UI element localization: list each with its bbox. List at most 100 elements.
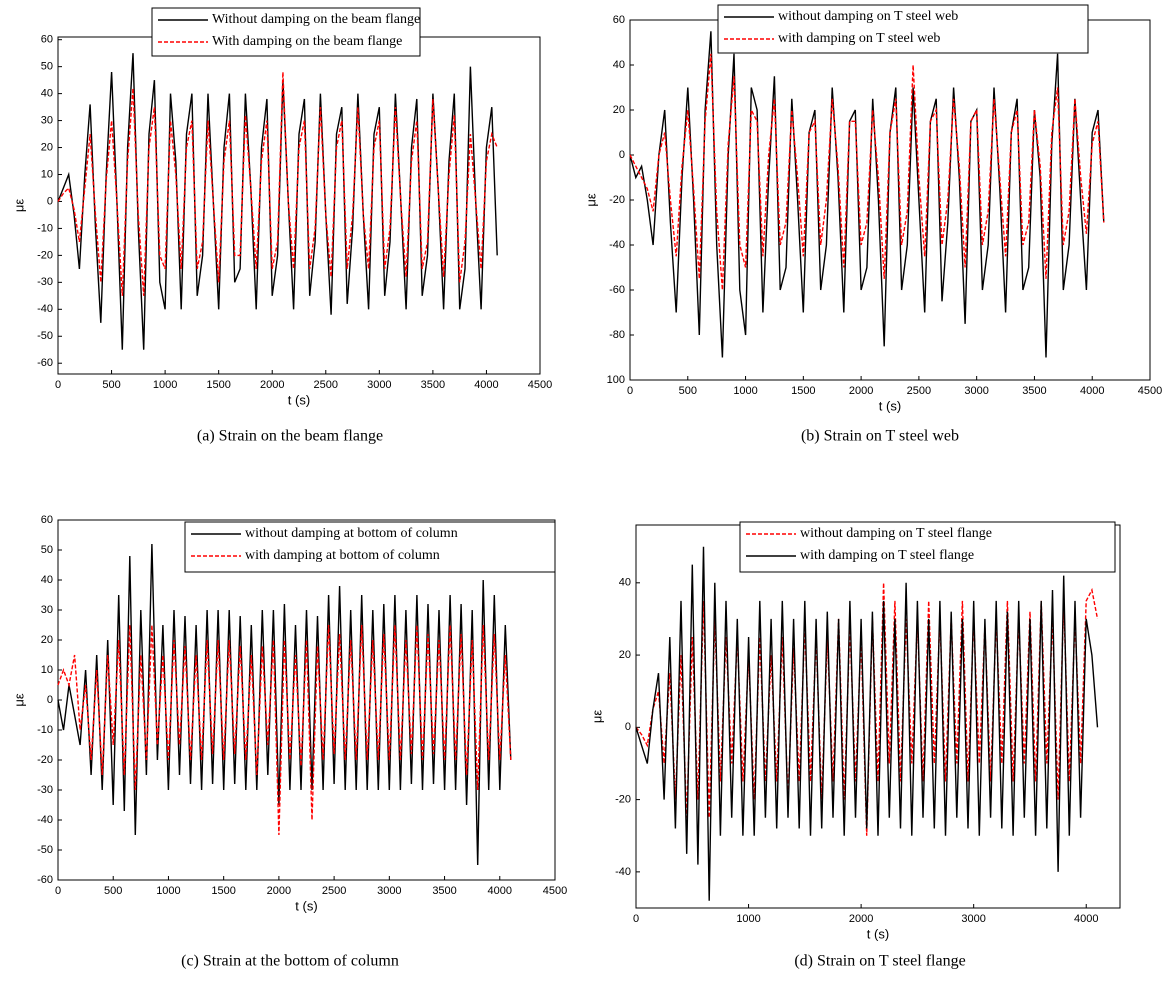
y-tick-label: 50 <box>41 544 53 556</box>
series-line <box>629 31 1105 358</box>
series-line <box>57 543 512 866</box>
legend-label: without damping on T steel web <box>778 9 958 24</box>
y-tick-label: -10 <box>37 222 53 234</box>
y-tick-label: -20 <box>37 249 53 261</box>
x-tick-label: 4500 <box>528 379 552 391</box>
y-axis-label: με <box>11 199 26 212</box>
series-line <box>635 546 1099 901</box>
x-axis-label: t (s) <box>879 398 901 413</box>
x-tick-label: 500 <box>102 379 120 391</box>
x-tick-label: 2500 <box>907 385 931 397</box>
x-tick-label: 4500 <box>1138 385 1162 397</box>
legend-box <box>717 4 1089 54</box>
y-tick-label: -40 <box>37 303 53 315</box>
y-axis-label: με <box>583 193 598 206</box>
y-tick-label: 20 <box>619 649 631 661</box>
x-tick-label: 2500 <box>314 379 338 391</box>
x-tick-label: 2000 <box>849 913 873 925</box>
y-tick-label: -60 <box>37 874 53 886</box>
legend-label: With damping on the beam flange <box>212 34 402 49</box>
legend-label: without damping at bottom of column <box>245 526 458 541</box>
y-axis-label: με <box>589 710 604 723</box>
legend-label: with damping on T steel web <box>778 31 940 46</box>
x-tick-label: 3000 <box>377 885 401 897</box>
y-tick-label: 30 <box>41 604 53 616</box>
x-tick-label: 0 <box>633 913 639 925</box>
y-tick-label: 60 <box>613 14 625 26</box>
x-tick-label: 1500 <box>206 379 230 391</box>
y-tick-label: -40 <box>37 814 53 826</box>
y-tick-label: -60 <box>37 357 53 369</box>
series-line <box>57 624 512 836</box>
series-line <box>57 53 498 350</box>
x-tick-label: 2000 <box>849 385 873 397</box>
x-tick-label: 3000 <box>964 385 988 397</box>
y-tick-label: -30 <box>37 276 53 288</box>
x-tick-label: 1500 <box>791 385 815 397</box>
series-line <box>629 53 1105 291</box>
y-tick-label: 10 <box>41 664 53 676</box>
legend-box <box>739 521 1116 573</box>
y-tick-label: 0 <box>47 694 53 706</box>
caption: (d) Strain on T steel flange <box>794 953 965 970</box>
y-tick-label: 30 <box>41 114 53 126</box>
x-tick-label: 2000 <box>260 379 284 391</box>
x-tick-label: 3000 <box>367 379 391 391</box>
y-tick-label: -80 <box>609 329 625 341</box>
y-tick-label: -40 <box>609 239 625 251</box>
y-tick-label: 40 <box>619 577 631 589</box>
x-tick-label: 4000 <box>474 379 498 391</box>
x-tick-label: 3500 <box>432 885 456 897</box>
caption: (c) Strain at the bottom of column <box>181 953 399 970</box>
x-axis-label: t (s) <box>288 392 310 407</box>
x-tick-label: 1000 <box>733 385 757 397</box>
x-tick-label: 1000 <box>153 379 177 391</box>
y-tick-label: -20 <box>609 194 625 206</box>
x-tick-label: 500 <box>104 885 122 897</box>
x-tick-label: 500 <box>679 385 697 397</box>
x-tick-label: 1000 <box>156 885 180 897</box>
x-tick-label: 3500 <box>1022 385 1046 397</box>
x-tick-label: 0 <box>627 385 633 397</box>
x-axis-label: t (s) <box>295 898 317 913</box>
plot-frame <box>57 36 541 375</box>
y-tick-label: -40 <box>615 866 631 878</box>
y-tick-label: -60 <box>609 284 625 296</box>
legend-label: Without damping on the beam flange <box>212 12 420 27</box>
x-tick-label: 1500 <box>211 885 235 897</box>
x-tick-label: 2000 <box>267 885 291 897</box>
y-tick-label: 0 <box>625 721 631 733</box>
y-tick-label: -20 <box>615 794 631 806</box>
y-tick-label: -20 <box>37 754 53 766</box>
x-tick-label: 0 <box>55 379 61 391</box>
x-tick-label: 4000 <box>1080 385 1104 397</box>
y-tick-label: 0 <box>619 149 625 161</box>
y-tick-label: 20 <box>613 104 625 116</box>
y-tick-label: -30 <box>37 784 53 796</box>
y-tick-label: 0 <box>47 195 53 207</box>
legend-box <box>184 521 556 573</box>
x-tick-label: 4000 <box>1074 913 1098 925</box>
legend-label: with damping at bottom of column <box>245 548 440 563</box>
y-tick-label: 40 <box>41 574 53 586</box>
x-axis-label: t (s) <box>867 926 889 941</box>
y-tick-label: 20 <box>41 141 53 153</box>
y-axis-label: με <box>11 693 26 706</box>
legend-label: with damping on T steel flange <box>800 548 974 563</box>
y-tick-label: 40 <box>613 59 625 71</box>
x-tick-label: 1000 <box>736 913 760 925</box>
legend-label: without damping on T steel flange <box>800 526 992 541</box>
x-tick-label: 0 <box>55 885 61 897</box>
caption: (a) Strain on the beam flange <box>197 428 383 445</box>
y-tick-label: 60 <box>41 514 53 526</box>
y-tick-label: 40 <box>41 88 53 100</box>
series-line <box>57 71 498 296</box>
x-tick-label: 3500 <box>421 379 445 391</box>
x-tick-label: 3000 <box>961 913 985 925</box>
y-tick-label: 20 <box>41 634 53 646</box>
x-tick-label: 4500 <box>543 885 567 897</box>
x-tick-label: 4000 <box>488 885 512 897</box>
y-tick-label: 50 <box>41 61 53 73</box>
caption: (b) Strain on T steel web <box>801 428 959 445</box>
